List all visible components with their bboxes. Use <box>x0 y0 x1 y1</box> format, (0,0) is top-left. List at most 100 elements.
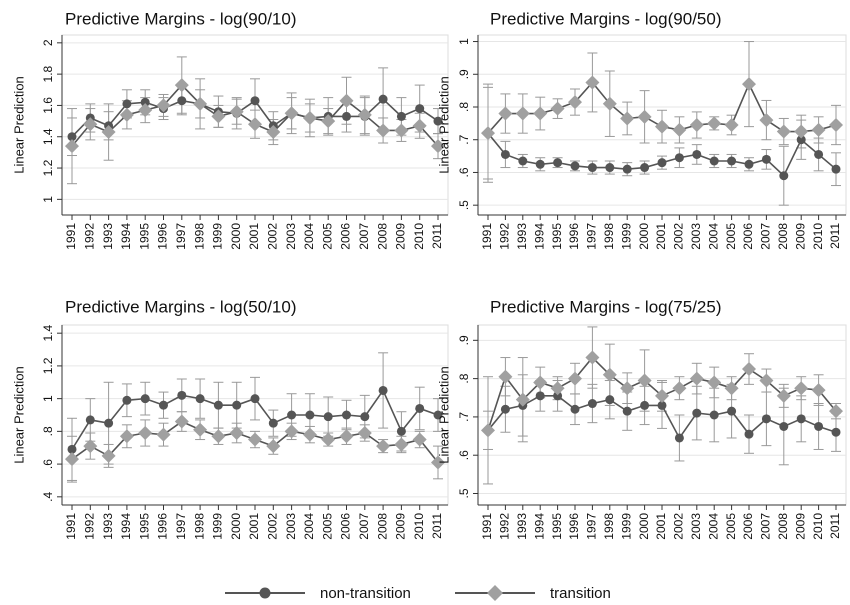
y-tick-label: 1.6 <box>41 97 55 114</box>
point <box>321 114 336 129</box>
x-tick-label: 1992 <box>498 513 512 540</box>
point <box>250 96 260 106</box>
point <box>284 424 299 439</box>
point <box>321 432 336 447</box>
x-tick-label: 2003 <box>689 223 703 250</box>
x-tick-label: 2004 <box>706 223 720 250</box>
panel: Predictive Margins - log(50/10) .4 .6 .8 1 1.… <box>11 297 449 540</box>
point <box>709 156 719 166</box>
y-tick-label: .9 <box>457 69 471 79</box>
y-tick-label: .6 <box>457 167 471 177</box>
x-tick-label: 2001 <box>654 223 668 250</box>
point <box>500 404 510 414</box>
point <box>412 432 427 447</box>
point <box>515 392 530 407</box>
x-tick-label: 2001 <box>654 513 668 540</box>
point <box>779 421 789 431</box>
legend-marker <box>259 587 271 599</box>
x-tick-label: 2009 <box>793 223 807 250</box>
point <box>568 371 582 386</box>
point <box>378 94 388 104</box>
point <box>394 123 409 138</box>
y-tick-label: 1.4 <box>41 128 55 145</box>
x-tick-label: 1993 <box>101 513 115 540</box>
point <box>811 383 826 398</box>
point <box>396 111 406 121</box>
point <box>498 106 513 121</box>
x-tick-label: 1994 <box>119 223 133 250</box>
point <box>689 118 704 132</box>
point <box>193 422 208 437</box>
x-tick-label: 1997 <box>585 513 599 540</box>
point <box>229 104 244 119</box>
point <box>672 122 687 137</box>
point <box>759 373 774 388</box>
point <box>602 367 617 382</box>
point <box>342 410 351 420</box>
x-tick-label: 1991 <box>64 513 78 540</box>
point <box>674 433 684 443</box>
point <box>829 404 843 419</box>
x-tick-label: 2003 <box>284 513 298 540</box>
point <box>707 375 722 390</box>
point <box>266 125 281 140</box>
x-tick-label: 2009 <box>793 513 807 540</box>
point <box>794 381 809 396</box>
x-tick-label: 1993 <box>515 513 529 540</box>
point <box>122 99 132 109</box>
point <box>620 381 635 396</box>
point <box>378 385 388 395</box>
point <box>814 149 824 159</box>
point <box>211 109 226 124</box>
x-tick-label: 2002 <box>265 223 279 250</box>
y-tick-label: 1.8 <box>41 65 55 82</box>
point <box>67 444 77 454</box>
point <box>742 362 756 377</box>
point <box>761 414 771 424</box>
point <box>794 124 809 139</box>
x-tick-label: 2003 <box>284 223 298 250</box>
point <box>213 400 223 410</box>
point <box>83 439 98 454</box>
x-tick-label: 2001 <box>247 223 261 250</box>
point <box>195 394 205 404</box>
point <box>101 448 116 463</box>
point <box>248 432 262 447</box>
point <box>637 109 652 124</box>
x-tick-label: 2004 <box>302 223 316 250</box>
point <box>779 171 789 181</box>
x-tick-label: 2001 <box>247 513 261 540</box>
point <box>268 418 278 428</box>
point <box>550 381 565 396</box>
y-tick-label: 2 <box>41 39 55 46</box>
x-tick-label: 2000 <box>637 513 651 540</box>
x-tick-label: 2006 <box>741 223 755 250</box>
x-tick-label: 1998 <box>602 223 616 250</box>
point <box>533 106 548 121</box>
x-tick-label: 2011 <box>828 513 842 539</box>
y-tick-label: .7 <box>457 134 471 144</box>
point <box>655 119 669 134</box>
point <box>744 429 754 439</box>
chart-title: Predictive Margins - log(90/50) <box>490 9 721 28</box>
x-tick-label: 2010 <box>811 223 825 250</box>
x-tick-label: 1994 <box>532 223 546 250</box>
point <box>140 394 150 404</box>
x-tick-label: 1992 <box>498 223 512 250</box>
point <box>657 158 667 168</box>
y-tick-label: 1.2 <box>41 159 55 176</box>
point <box>396 426 406 436</box>
point <box>284 106 299 121</box>
point <box>498 369 513 384</box>
point <box>174 414 189 429</box>
point <box>481 126 495 141</box>
point <box>535 391 545 401</box>
x-tick-label: 1995 <box>137 223 151 250</box>
x-tick-label: 2002 <box>672 513 686 540</box>
point <box>640 163 650 173</box>
point <box>622 164 632 174</box>
x-tick-label: 2000 <box>637 223 651 250</box>
y-axis-title: Linear Prediction <box>11 366 26 464</box>
point <box>360 412 370 422</box>
y-tick-label: .6 <box>41 459 55 469</box>
